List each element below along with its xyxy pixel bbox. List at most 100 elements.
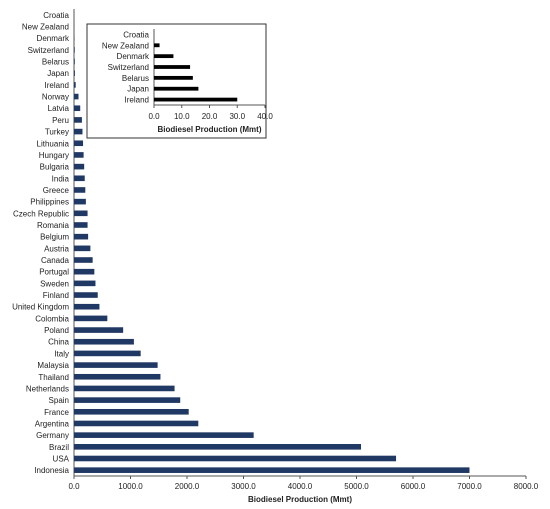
main-bar (74, 58, 75, 65)
main-bar (74, 257, 93, 263)
main-category-label: Lithuania (37, 139, 70, 148)
main-bar (74, 222, 88, 228)
inset-x-tick-label: 20.0 (202, 112, 218, 121)
main-bar (74, 292, 98, 298)
main-category-label: Croatia (43, 11, 69, 20)
main-bar (74, 198, 86, 205)
main-bar (74, 210, 88, 217)
main-category-label: Greece (43, 186, 70, 195)
inset-category-label: Belarus (122, 74, 149, 83)
main-bar (74, 163, 85, 170)
inset-x-tick-label: 0.0 (148, 112, 160, 121)
main-category-label: Sweden (40, 279, 69, 288)
main-category-label: Norway (42, 93, 69, 102)
main-bar (74, 47, 75, 53)
main-x-tick-label: 2000.0 (175, 482, 200, 491)
main-category-label: Peru (52, 116, 69, 125)
main-bar (74, 82, 76, 88)
main-x-tick-label: 8000.0 (514, 482, 539, 491)
main-bar (74, 315, 108, 322)
main-bar (74, 268, 95, 275)
main-category-label: Colombia (35, 314, 69, 323)
main-x-tick-label: 0.0 (68, 482, 80, 491)
main-category-label: Indonesia (34, 466, 69, 475)
inset-category-label: Switzerland (108, 63, 149, 72)
main-category-label: Germany (36, 431, 69, 440)
main-bar (74, 233, 89, 240)
main-category-label: Spain (49, 396, 69, 405)
main-bar (74, 467, 470, 473)
main-bar (74, 128, 83, 135)
main-bar (74, 187, 86, 193)
main-bar (74, 338, 134, 345)
inset-category-label: New Zealand (102, 41, 149, 50)
inset-x-axis-title: Biodiesel Production (Mmt) (158, 125, 262, 134)
main-bar (74, 280, 96, 287)
main-bar (74, 117, 82, 123)
main-category-label: Brazil (49, 443, 69, 452)
inset-frame (86, 23, 267, 139)
inset-category-label: Denmark (117, 52, 150, 61)
main-category-label: Argentina (35, 419, 70, 428)
main-bar (74, 70, 75, 77)
inset-x-tick-label: 10.0 (174, 112, 190, 121)
main-bar (74, 93, 79, 100)
inset-bar (154, 86, 199, 91)
main-bar (74, 140, 84, 147)
main-category-label: Canada (41, 256, 70, 265)
inset-bar (154, 43, 160, 48)
main-bar (74, 444, 362, 450)
main-category-label: Finland (43, 291, 69, 300)
main-category-label: USA (53, 454, 70, 463)
main-bar (74, 432, 254, 438)
inset-bar (154, 75, 193, 80)
main-bar (74, 455, 397, 462)
main-category-label: Romania (37, 221, 70, 230)
main-bar (74, 420, 199, 427)
inset-category-label: Japan (127, 85, 149, 94)
main-category-label: China (48, 338, 69, 347)
main-bar (74, 408, 189, 415)
main-bar (74, 327, 124, 333)
main-bar (74, 152, 84, 158)
main-x-tick-label: 7000.0 (457, 482, 482, 491)
main-category-label: Italy (54, 349, 69, 358)
main-bar (74, 245, 91, 252)
inset-bar (154, 54, 174, 59)
main-bar (74, 385, 175, 392)
main-category-label: Bulgaria (40, 163, 70, 172)
main-bar (74, 362, 158, 368)
main-category-label: Netherlands (26, 384, 69, 393)
main-x-tick-label: 5000.0 (344, 482, 369, 491)
inset-bar-chart: 0.0 10.0 20.0 30.0 40.0 Ireland Japan Belarus Sw… (86, 23, 273, 139)
inset-category-label: Croatia (123, 30, 149, 39)
main-x-tick-label: 6000.0 (401, 482, 426, 491)
main-category-label: Japan (47, 69, 69, 78)
main-category-label: United Kingdom (12, 303, 69, 312)
inset-x-tick-label: 30.0 (229, 112, 245, 121)
main-category-label: Poland (44, 326, 69, 335)
main-category-label: Turkey (45, 128, 69, 137)
main-bar (74, 373, 161, 380)
main-x-tick-label: 3000.0 (231, 482, 256, 491)
main-category-label: Hungary (39, 151, 69, 160)
main-category-label: Switzerland (28, 46, 69, 55)
main-category-label: Latvia (48, 104, 70, 113)
main-bar (74, 350, 141, 357)
main-category-label: Belarus (42, 58, 69, 67)
main-x-tick-label: 1000.0 (118, 482, 143, 491)
inset-category-label: Ireland (125, 96, 149, 105)
main-bar (74, 105, 81, 112)
main-category-label: Denmark (37, 34, 70, 43)
main-category-label: Philippines (30, 198, 69, 207)
main-bar (74, 303, 100, 310)
inset-x-tick-label: 40.0 (257, 112, 273, 121)
main-bar (74, 397, 181, 403)
main-category-label: New Zealand (22, 23, 69, 32)
main-category-label: France (44, 408, 69, 417)
main-category-label: Thailand (38, 373, 69, 382)
main-category-label: Malaysia (37, 361, 69, 370)
main-x-axis-title: Biodiesel Production (Mmt) (248, 495, 352, 504)
